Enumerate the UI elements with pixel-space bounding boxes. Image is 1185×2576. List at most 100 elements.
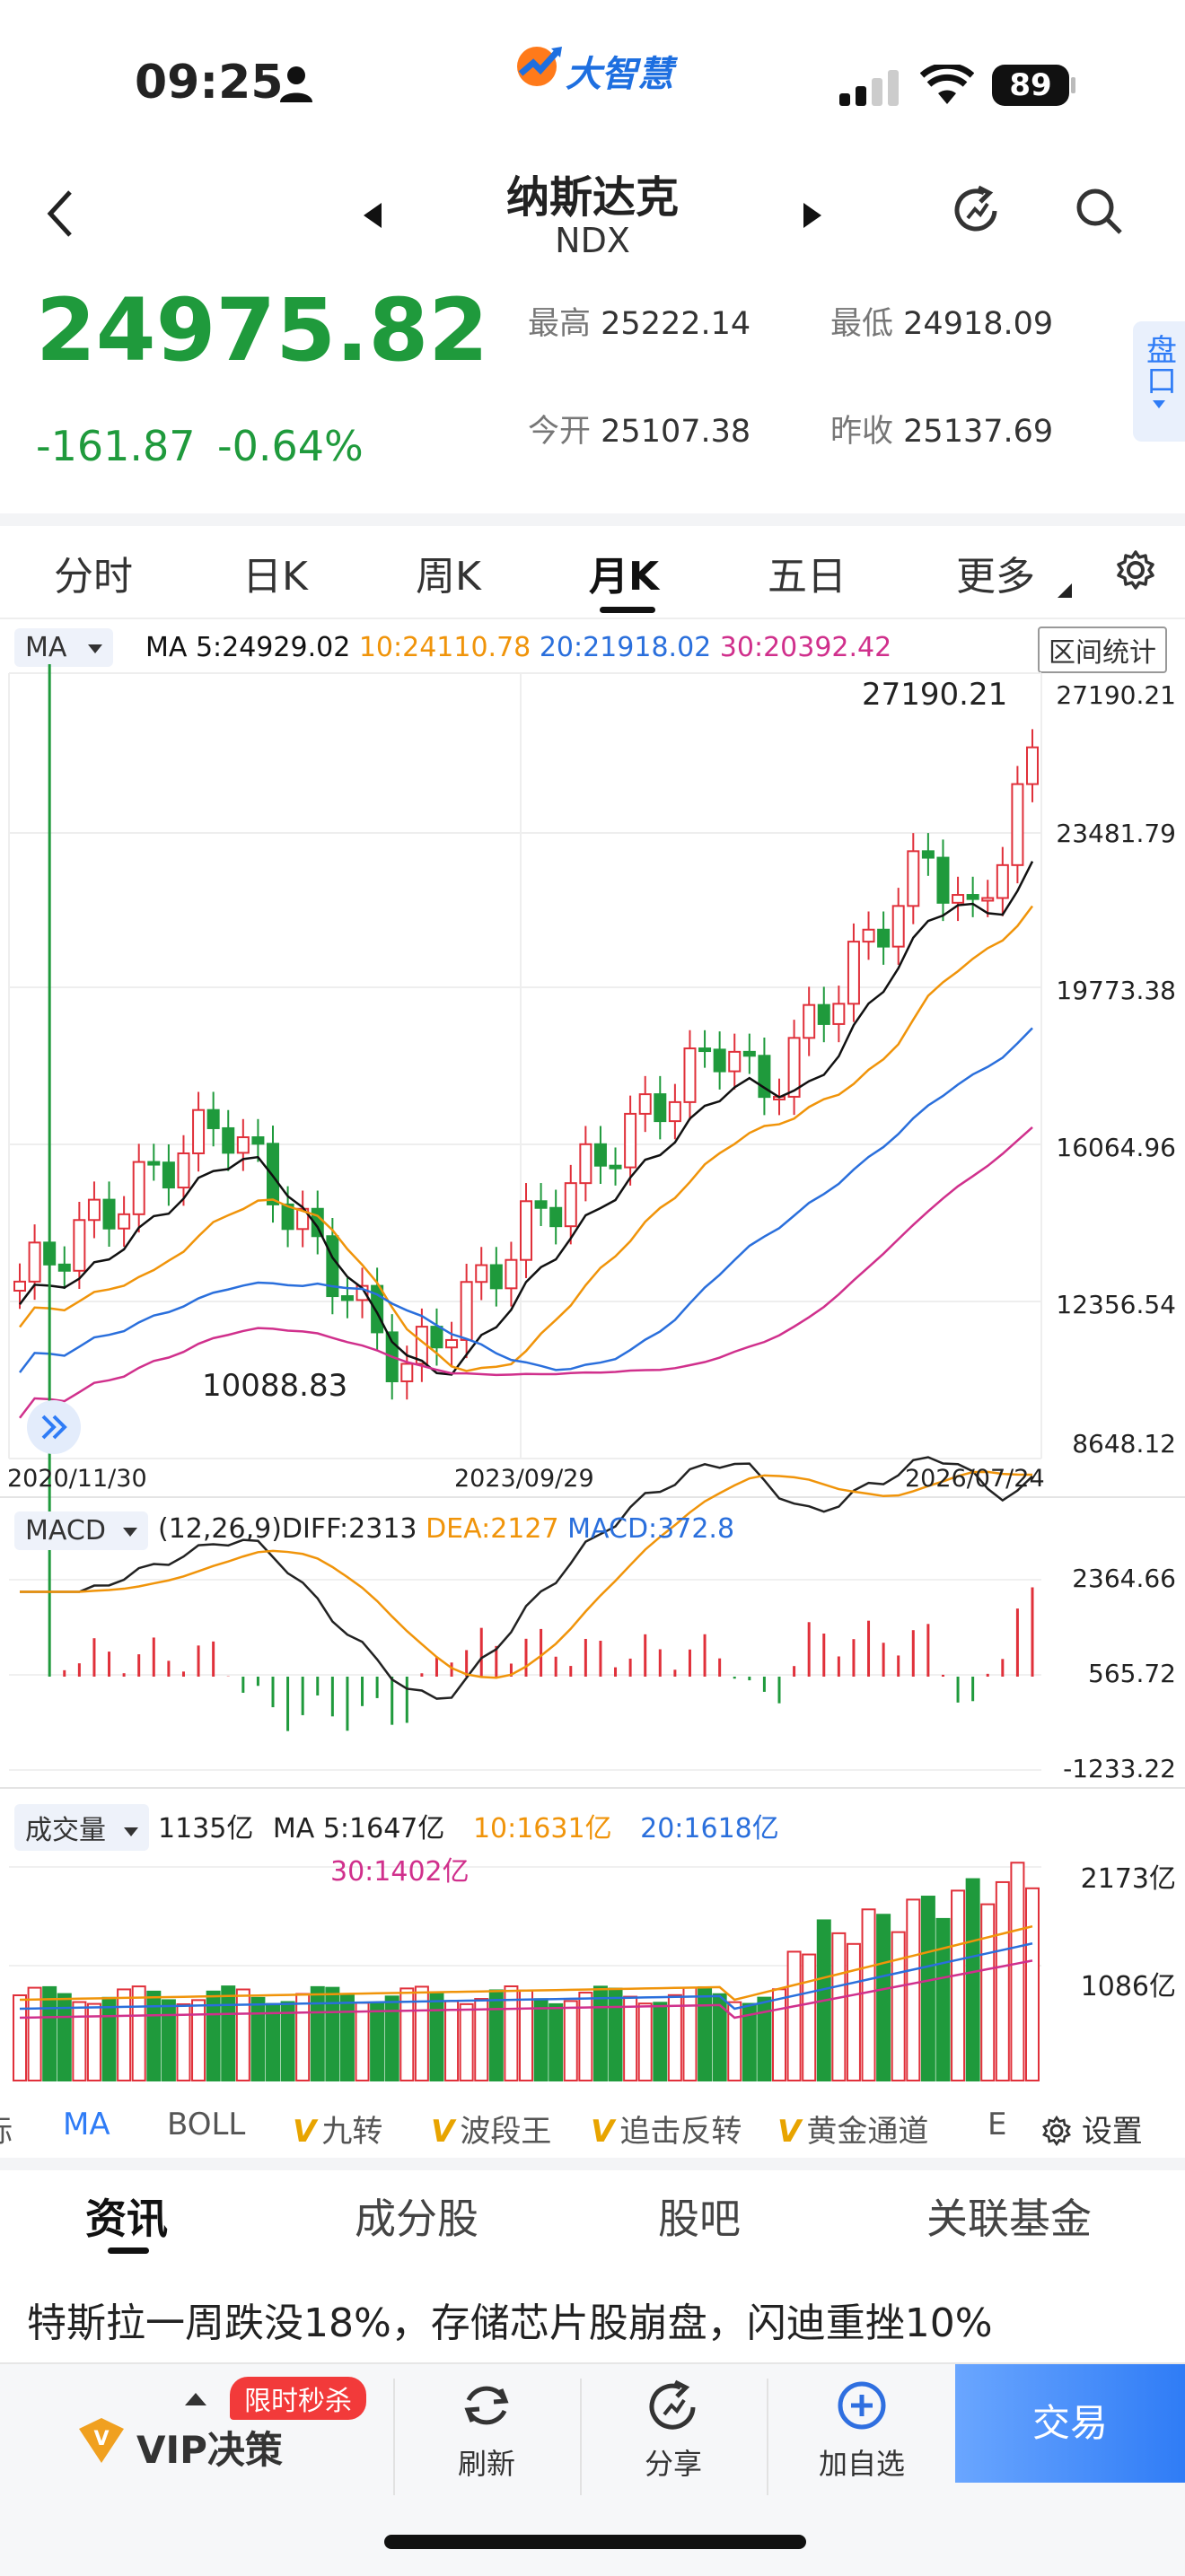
kline-y-tick: 8648.12 <box>1072 1429 1176 1459</box>
kline-chart[interactable] <box>0 664 1185 2082</box>
volume-bar <box>802 1953 817 2082</box>
indicator-huangjin[interactable]: V 黄金通道 <box>777 2107 928 2151</box>
indicator-boduanwang[interactable]: V 波段王 <box>431 2107 551 2151</box>
ma10-legend: 10:24110.78 <box>358 632 531 663</box>
tab-more[interactable]: 更多 <box>956 554 1035 600</box>
candle-body <box>206 1108 220 1129</box>
indicator-ma[interactable]: MA <box>63 2107 110 2142</box>
search-icon[interactable] <box>1074 186 1124 240</box>
indicator-boll[interactable]: BOLL <box>167 2107 246 2142</box>
volume-bar <box>355 2002 370 2081</box>
volume-bar <box>459 2002 474 2082</box>
ma20-line <box>19 1027 1033 1373</box>
candle-body <box>73 1219 86 1272</box>
section-divider <box>0 2158 1185 2170</box>
candle-body <box>832 1003 846 1025</box>
wifi-icon <box>919 62 975 110</box>
add-watchlist-button[interactable]: 加自选 <box>808 2377 916 2483</box>
indicator-zhuiji[interactable]: V 追击反转 <box>591 2107 742 2151</box>
refresh-button[interactable]: 刷新 <box>433 2377 540 2483</box>
kline-min-label: 10088.83 <box>202 1368 348 1404</box>
home-indicator <box>384 2535 806 2549</box>
macd-indicator-label: MACD <box>25 1515 106 1546</box>
candle-body <box>475 1264 488 1284</box>
tab-timeshare[interactable]: 分时 <box>54 554 133 600</box>
candle-body <box>505 1258 518 1290</box>
volume-bar <box>235 1988 250 2081</box>
high-label: 最高 <box>528 306 592 342</box>
candle-body <box>862 928 875 943</box>
news-headline[interactable]: 特斯拉一周跌没18%，存储芯片股崩盘，闪迪重挫10% <box>27 2300 993 2346</box>
order-book-button[interactable]: 盘口 <box>1133 321 1185 442</box>
volume-bar <box>786 1950 802 2081</box>
volume-bar <box>429 1992 444 2082</box>
indicator-item[interactable]: E <box>988 2107 1005 2142</box>
prev-index-button[interactable] <box>362 201 383 233</box>
candle-body <box>638 1093 652 1115</box>
candle-body <box>371 1284 384 1334</box>
candle-body <box>118 1213 131 1230</box>
volume-bar <box>965 1878 980 2082</box>
candle-body <box>996 863 1009 899</box>
volume-bar <box>831 1932 847 2081</box>
volume-ma30: 30:1402亿 <box>330 1856 470 1888</box>
ma5-legend: MA 5:24929.02 <box>145 632 351 663</box>
range-stat-button[interactable]: 区间统计 <box>1038 626 1167 673</box>
macd-diff: (12,26,9)DIFF:2313 <box>158 1513 417 1545</box>
add-watchlist-label: 加自选 <box>818 2447 905 2481</box>
trade-button[interactable]: 交易 <box>955 2364 1185 2483</box>
candle-body <box>267 1143 279 1205</box>
ma-legend: MA 5:24929.02 10:24110.78 20:21918.02 30… <box>145 632 891 663</box>
volume-y-tick: 2173亿 <box>1080 1863 1176 1895</box>
tab-constituents[interactable]: 成分股 <box>355 2195 478 2243</box>
volume-indicator-select[interactable]: 成交量 <box>14 1804 149 1851</box>
volume-bar <box>519 1989 533 2082</box>
tab-five-day[interactable]: 五日 <box>768 554 847 600</box>
tab-weekly-k[interactable]: 周K <box>416 554 481 600</box>
prev-close-value: 25137.69 <box>903 414 1054 450</box>
macd-y-tick: 2364.66 <box>1072 1564 1176 1593</box>
ma20-legend: 20:21918.02 <box>539 632 712 663</box>
macd-dea: DEA:2127 <box>426 1513 559 1545</box>
refresh-icon[interactable] <box>950 184 1002 240</box>
share-button[interactable]: 分享 <box>619 2377 727 2483</box>
gear-icon[interactable] <box>1115 549 1156 594</box>
next-index-button[interactable] <box>802 201 823 233</box>
indicator-settings[interactable]: 设置 <box>1041 2107 1143 2151</box>
volume-bar <box>72 2001 87 2082</box>
tab-related-funds[interactable]: 关联基金 <box>926 2195 1092 2243</box>
candle-body <box>921 850 935 859</box>
kline-indicator-select[interactable]: MA <box>14 628 113 667</box>
expand-chart-button[interactable] <box>27 1400 81 1454</box>
volume-bar <box>951 1889 966 2081</box>
candle-body <box>132 1161 145 1215</box>
volume-bar <box>488 1989 504 2082</box>
indicator-item[interactable]: 标 <box>0 2107 13 2151</box>
tab-daily-k[interactable]: 日K <box>242 554 308 600</box>
volume-bar <box>995 1880 1010 2081</box>
volume-bar <box>592 1985 608 2082</box>
vip-v-icon: V <box>777 2114 802 2150</box>
vip-decision-button[interactable]: V VIP决策 限时秒杀 <box>77 2377 382 2479</box>
app-logo-text: 大智慧 <box>566 54 673 95</box>
tab-monthly-k[interactable]: 月K <box>589 554 660 600</box>
volume-ma-line <box>19 1924 1033 2002</box>
candle-body <box>713 1048 726 1073</box>
candle-body <box>668 1100 681 1123</box>
indicator-label: 追击反转 <box>619 2114 742 2150</box>
volume-bar <box>1010 1862 1025 2081</box>
candle-body <box>728 1050 742 1073</box>
ma30-legend: 30:20392.42 <box>719 632 892 663</box>
active-tab-indicator <box>600 607 655 613</box>
kline-indicator-label: MA <box>25 632 67 663</box>
candle-body <box>742 1050 756 1057</box>
tab-forum[interactable]: 股吧 <box>658 2195 741 2243</box>
dea-line <box>20 1470 1033 1679</box>
tab-news[interactable]: 资讯 <box>85 2195 168 2243</box>
vip-v-icon: V <box>591 2114 615 2150</box>
indicator-jiuzhuan[interactable]: V 九转 <box>293 2107 382 2151</box>
macd-indicator-select[interactable]: MACD <box>14 1511 149 1550</box>
back-button[interactable] <box>43 188 79 242</box>
volume-bar <box>161 1999 176 2081</box>
active-news-tab-indicator <box>108 2247 149 2254</box>
